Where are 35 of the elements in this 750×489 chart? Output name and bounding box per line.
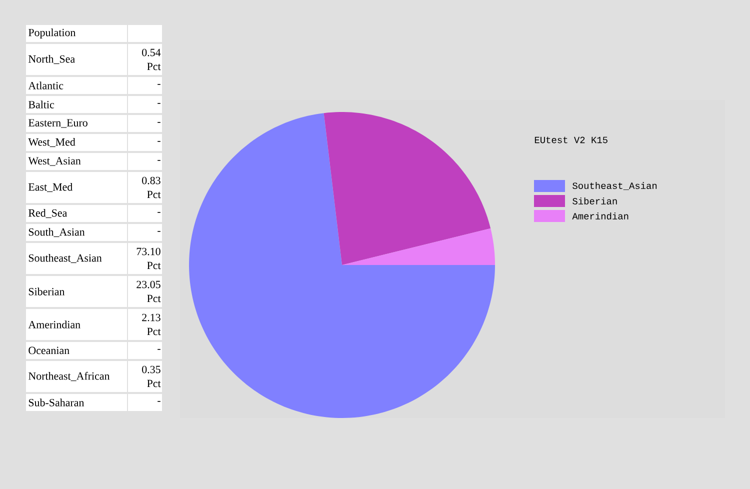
category-label: Sub-Saharan	[28, 398, 84, 406]
data-label: -	[158, 141, 160, 142]
category-label: Northeast_African	[28, 372, 110, 382]
data-label: 2.13 Pct	[142, 314, 161, 336]
data-label: 73.10 Pct	[136, 248, 161, 270]
category-label: North_Sea	[28, 54, 75, 64]
category-label: Baltic	[28, 100, 54, 108]
legend-label: Amerindian	[572, 212, 628, 220]
category-label: South_Asian	[28, 228, 85, 237]
category-label: Oceanian	[28, 346, 70, 354]
data-label: 23.05 Pct	[136, 280, 161, 302]
legend-label: Southeast_Asian	[572, 182, 657, 190]
category-label: West_Asian	[28, 157, 81, 166]
category-label: Atlantic	[28, 82, 64, 90]
category-label: East_Med	[28, 182, 73, 192]
data-label: -	[158, 160, 160, 161]
data-label: -	[158, 348, 160, 350]
data-label: 0.54 Pct	[142, 48, 161, 70]
data-label: -	[158, 400, 160, 402]
category-label: Eastern_Euro	[28, 119, 88, 128]
category-label: West_Med	[28, 138, 76, 147]
data-label: 0.83 Pct	[142, 176, 161, 198]
text: Population	[28, 28, 76, 38]
category-label: Red_Sea	[28, 208, 68, 218]
category-label: Southeast_Asian	[28, 254, 102, 263]
category-label: Amerindian	[28, 320, 80, 328]
data-label: 0.35 Pct	[142, 366, 161, 388]
data-label: -	[158, 122, 160, 123]
data-label: -	[158, 103, 160, 104]
text: EUtest V2 K15	[534, 136, 608, 144]
data-label: -	[158, 84, 160, 85]
legend-label: Siberian	[572, 198, 617, 204]
category-label: Siberian	[28, 288, 65, 296]
data-label: -	[158, 231, 160, 232]
data-label: -	[158, 212, 160, 213]
